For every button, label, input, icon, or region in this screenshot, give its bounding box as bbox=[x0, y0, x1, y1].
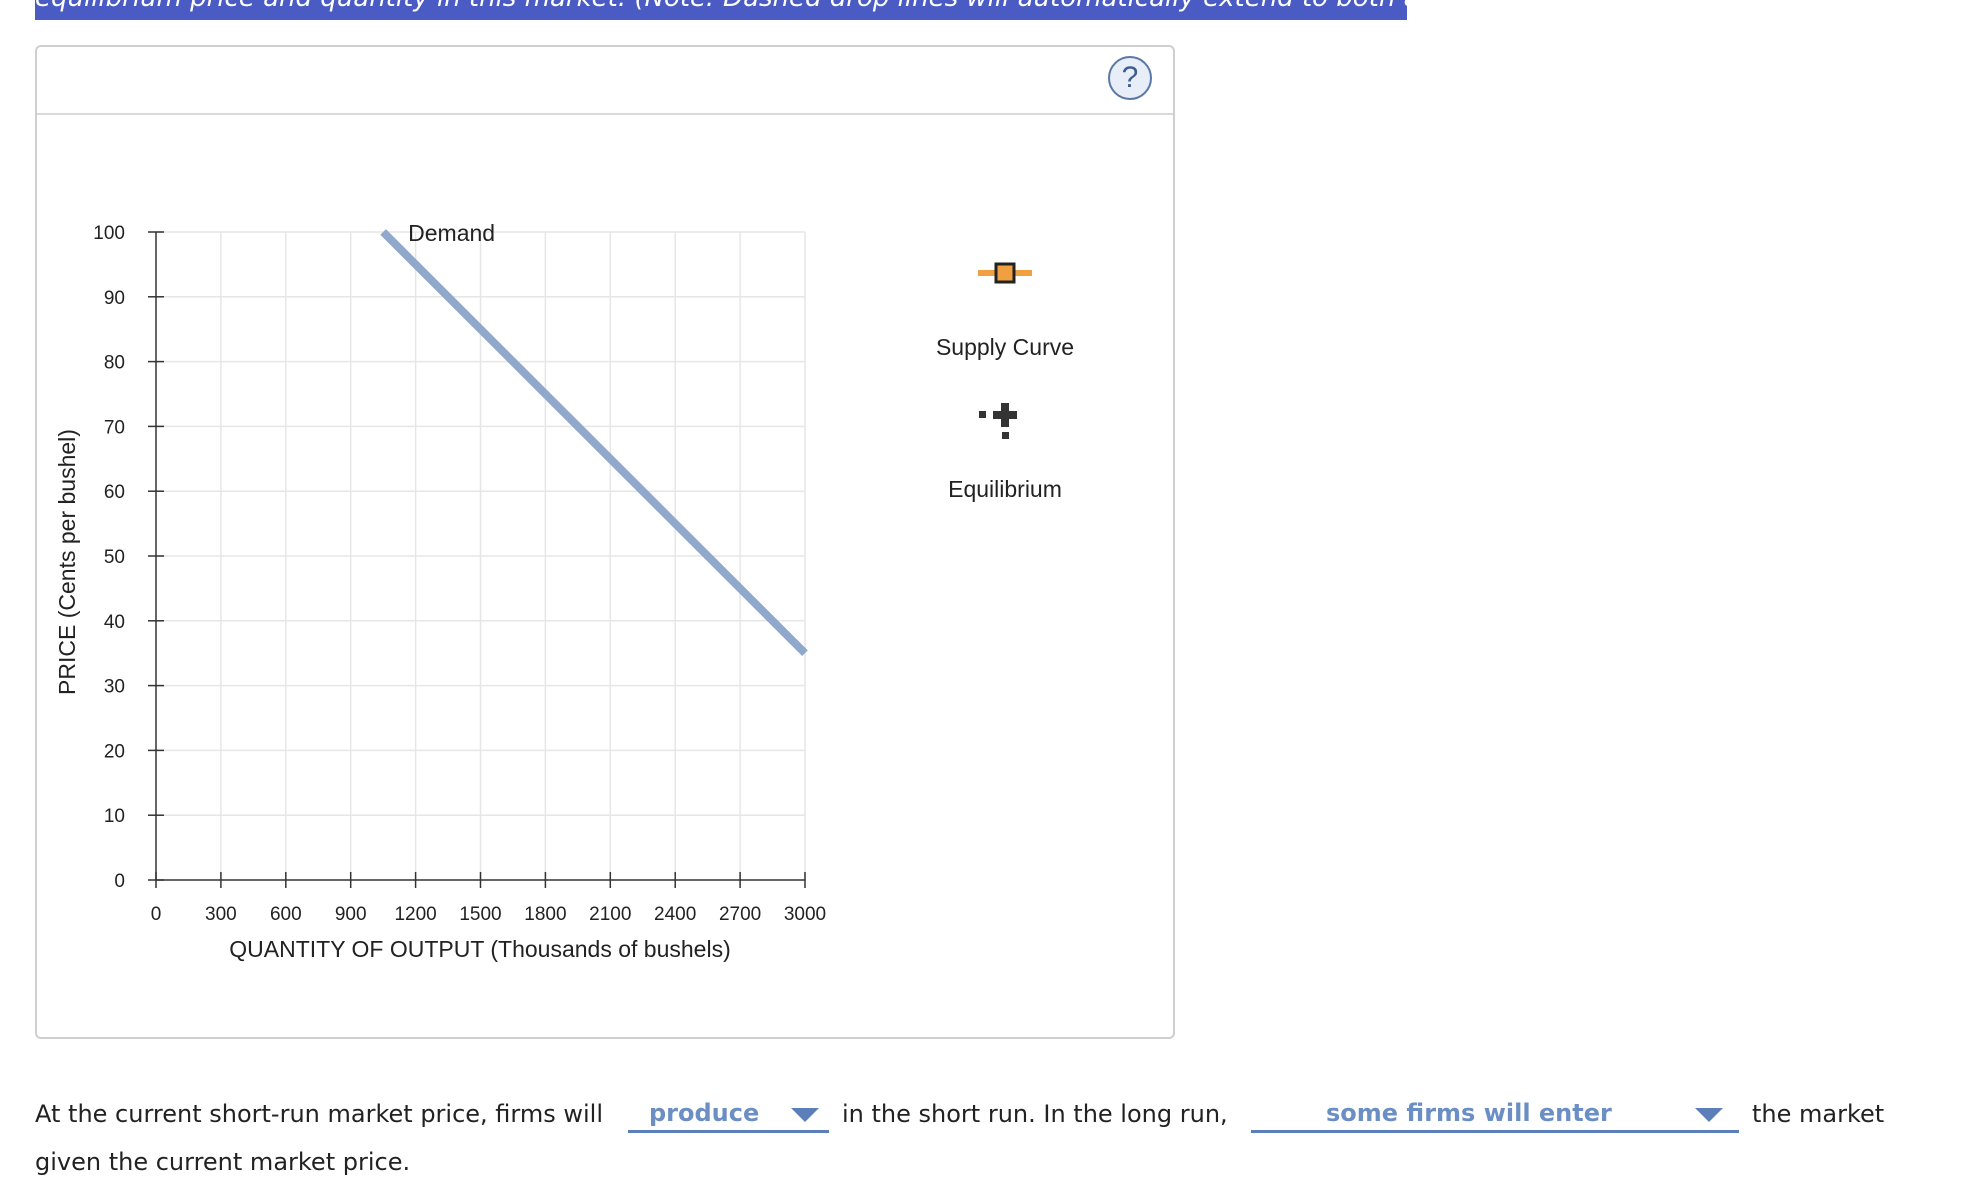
x-tick-label: 1200 bbox=[394, 904, 436, 925]
y-tick-label: 90 bbox=[104, 288, 125, 309]
supply-curve-label: Supply Curve bbox=[936, 334, 1074, 360]
help-icon: ? bbox=[1121, 61, 1139, 94]
grid-lines bbox=[156, 231, 806, 880]
x-tick-label: 300 bbox=[205, 904, 237, 925]
y-tick-label: 30 bbox=[104, 677, 125, 698]
question-text-2: in the short run. In the long run, bbox=[842, 1100, 1228, 1128]
series-layer[interactable]: Demand bbox=[380, 220, 808, 657]
x-tick-label: 2100 bbox=[589, 904, 631, 925]
chevron-down-icon bbox=[1695, 1108, 1723, 1122]
panel-header: ? bbox=[37, 47, 1173, 115]
equilibrium-icon bbox=[993, 403, 1017, 427]
supply-curve-tool[interactable]: Supply Curve bbox=[936, 262, 1074, 360]
y-tick-label: 100 bbox=[93, 223, 125, 244]
y-tick-label: 70 bbox=[104, 417, 125, 438]
y-tick-label: 20 bbox=[104, 741, 125, 762]
chevron-down-icon bbox=[791, 1108, 819, 1122]
x-tick-label: 900 bbox=[335, 904, 367, 925]
x-tick-label: 2400 bbox=[654, 904, 696, 925]
firm-action-dropdown[interactable]: produce bbox=[628, 1096, 829, 1133]
question-text-4: given the current market price. bbox=[35, 1148, 411, 1176]
help-button[interactable]: ? bbox=[1108, 56, 1152, 100]
y-axis-label: PRICE (Cents per bushel) bbox=[54, 429, 80, 695]
y-tick-label: 50 bbox=[104, 547, 125, 568]
demand-curve-label: Demand bbox=[408, 220, 495, 246]
y-tick-label: 0 bbox=[114, 871, 125, 892]
x-axis-label: QUANTITY OF OUTPUT (Thousands of bushels… bbox=[229, 936, 730, 962]
y-tick-label: 10 bbox=[104, 806, 125, 827]
x-tick-label: 1800 bbox=[524, 904, 566, 925]
x-tick-label: 1500 bbox=[459, 904, 501, 925]
question-text-1: At the current short-run market price, f… bbox=[35, 1100, 604, 1128]
question-text-3: the market bbox=[1752, 1100, 1885, 1128]
supply-curve-icon bbox=[994, 262, 1016, 284]
y-tick-label: 40 bbox=[104, 612, 125, 633]
x-tick-label: 2700 bbox=[719, 904, 761, 925]
equilibrium-icon-dash-below bbox=[1002, 432, 1009, 439]
ticks: 0 300 600 900 1200 1500 1800 2100 2400 2700 3000 0 1… bbox=[93, 223, 826, 925]
instruction-banner: equilibrium price and quantity in this m… bbox=[35, 0, 1407, 20]
equilibrium-icon-dash bbox=[979, 411, 986, 418]
equilibrium-label: Equilibrium bbox=[948, 476, 1062, 502]
y-tick-label: 60 bbox=[104, 482, 125, 503]
long-run-dropdown[interactable]: some firms will enter bbox=[1251, 1096, 1739, 1133]
equilibrium-tool[interactable]: Equilibrium bbox=[948, 403, 1062, 502]
x-tick-label: 600 bbox=[270, 904, 302, 925]
graph-panel: ? bbox=[35, 45, 1175, 1039]
instruction-text: equilibrium price and quantity in this m… bbox=[35, 0, 1407, 13]
x-tick-label: 3000 bbox=[784, 904, 826, 925]
firm-action-value: produce bbox=[649, 1099, 760, 1127]
long-run-value: some firms will enter bbox=[1326, 1099, 1612, 1127]
x-tick-label: 0 bbox=[151, 904, 162, 925]
demand-curve[interactable] bbox=[380, 229, 808, 657]
y-tick-label: 80 bbox=[104, 353, 125, 374]
